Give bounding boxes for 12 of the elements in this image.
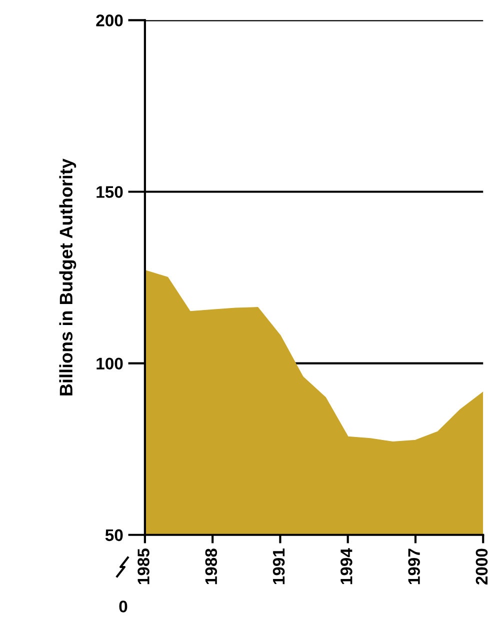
x-tick-label: 1985: [138, 548, 150, 584]
y-axis-title: Billions in Budget Authority: [59, 158, 76, 396]
y-tick-label: 150: [96, 186, 123, 198]
y-tick-label: 50: [105, 529, 123, 542]
x-tick-label: 1991: [272, 548, 285, 584]
x-tick-label: 1997: [408, 548, 420, 584]
x-tick-label: 2000: [476, 548, 488, 585]
y-tick-label: 200: [96, 14, 123, 26]
text: 0: [119, 600, 128, 612]
x-tick-label: 1994: [340, 548, 352, 584]
y-tick-label: 100: [96, 358, 123, 370]
x-tick-label: 1988: [205, 548, 218, 584]
